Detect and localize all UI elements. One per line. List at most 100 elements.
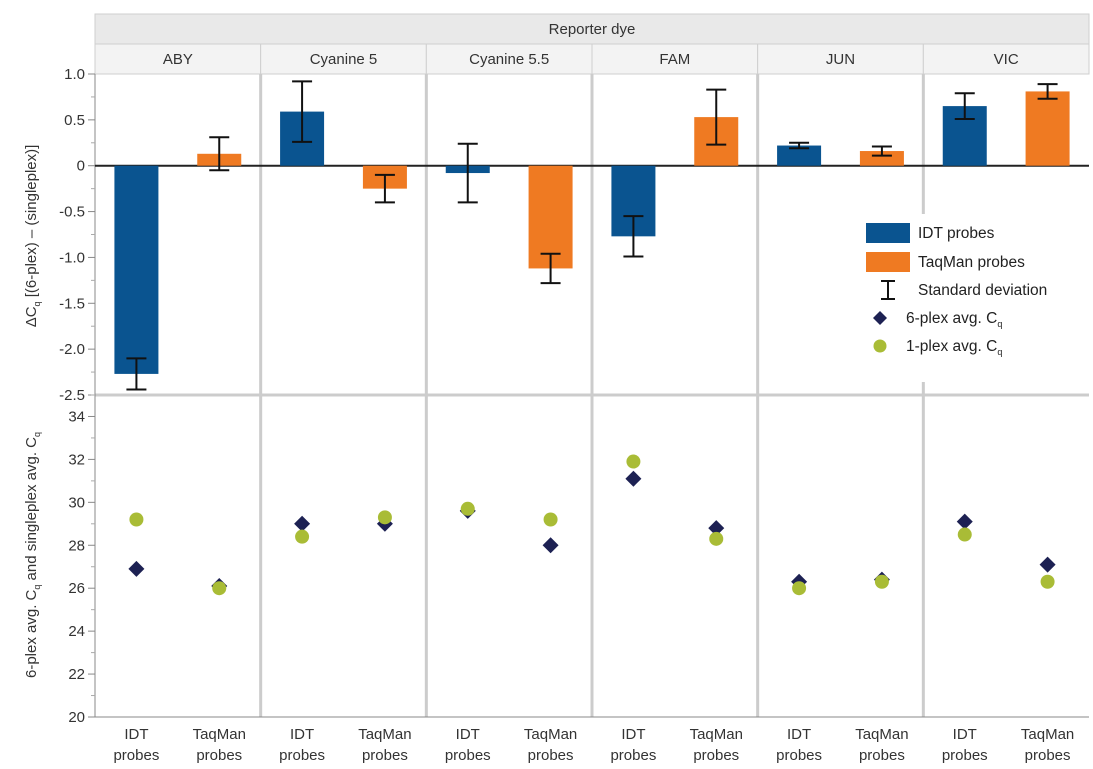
facet-label: Cyanine 5.5	[469, 51, 549, 68]
point-6plex	[294, 515, 311, 532]
bottom-y-tick-label: 32	[68, 451, 85, 468]
x-tick-label: TaqMan	[193, 726, 246, 743]
top-y-tick-label: -1.0	[59, 249, 85, 266]
legend-swatch-idt	[866, 223, 910, 243]
facet-label: ABY	[163, 51, 193, 68]
x-tick-label: probes	[528, 747, 574, 764]
bottom-y-tick-label: 30	[68, 494, 85, 511]
bar	[859, 151, 904, 166]
facet-label: FAM	[659, 51, 690, 68]
bottom-y-tick-label: 20	[68, 709, 85, 726]
point-1plex	[295, 529, 310, 544]
point-6plex	[128, 560, 145, 577]
legend-label: IDT probes	[918, 225, 995, 242]
top-y-axis: 1.0 0.5 0 -0.5 -1.0 -1.5 -2.0 -2.5	[59, 66, 1089, 404]
axis-title-subscript: q	[32, 301, 42, 306]
bar-series	[114, 91, 1070, 374]
x-tick-label: IDT	[787, 726, 811, 743]
axis-title-part: [(6-plex) – (singleplex)]	[23, 145, 40, 302]
point-6plex	[542, 537, 559, 554]
x-tick-label: TaqMan	[358, 726, 411, 743]
bottom-y-tick-label: 26	[68, 580, 85, 597]
bottom-y-tick-label: 34	[68, 408, 85, 425]
x-tick-label: TaqMan	[855, 726, 908, 743]
top-y-tick-label: -2.5	[59, 387, 85, 404]
axis-title-part: ΔC	[23, 306, 40, 327]
legend-errorbar-icon	[881, 280, 895, 300]
x-tick-label: probes	[610, 747, 656, 764]
x-tick-label: probes	[445, 747, 491, 764]
bar	[777, 145, 822, 166]
top-y-tick-label: 1.0	[64, 66, 85, 83]
point-1plex	[1040, 574, 1055, 589]
x-tick-label: IDT	[621, 726, 645, 743]
point-1plex	[212, 581, 227, 596]
top-y-tick-label: -2.0	[59, 341, 85, 358]
x-tick-label: IDT	[290, 726, 314, 743]
point-series	[128, 454, 1056, 596]
point-1plex	[874, 574, 889, 589]
x-tick-label: probes	[113, 747, 159, 764]
x-tick-label: IDT	[953, 726, 977, 743]
point-1plex	[626, 454, 641, 469]
x-tick-label: probes	[1025, 747, 1071, 764]
point-6plex	[625, 470, 642, 487]
x-tick-label: probes	[776, 747, 822, 764]
facet-label: VIC	[994, 51, 1019, 68]
bottom-y-axis: 20 22 24 26 28 30 32 34	[68, 394, 1089, 726]
facet-header-box	[94, 13, 1090, 45]
point-1plex	[543, 512, 558, 527]
facet-header-label: Reporter dye	[549, 21, 636, 38]
point-1plex	[377, 510, 392, 525]
x-tick-label: TaqMan	[524, 726, 577, 743]
bar	[114, 165, 159, 374]
legend-label: 1-plex avg. Cq	[906, 338, 1002, 357]
x-tick-label: probes	[942, 747, 988, 764]
bottom-y-axis-title: 6-plex avg. Cq and singleplex avg. Cq	[23, 432, 42, 678]
top-y-axis-title: ΔCq [(6-plex) – (singleplex)]	[23, 145, 42, 328]
top-y-tick-label: 0.5	[64, 112, 85, 129]
bar	[528, 165, 573, 269]
x-tick-label: TaqMan	[690, 726, 743, 743]
legend-swatch-taqman	[866, 252, 910, 272]
legend-label-subscript: q	[997, 319, 1002, 329]
facet-box	[94, 43, 262, 75]
legend-label-subscript: q	[997, 347, 1002, 357]
x-tick-label: probes	[859, 747, 905, 764]
bottom-y-tick-label: 22	[68, 666, 85, 683]
legend-label: Standard deviation	[918, 282, 1047, 299]
axis-title-subscript: q	[32, 585, 42, 590]
legend-label: 6-plex avg. Cq	[906, 310, 1002, 329]
facet-box	[757, 43, 924, 75]
facet-label: JUN	[826, 51, 855, 68]
x-tick-labels: IDT probes TaqMan probes IDT probes TaqMan prob…	[113, 726, 1074, 764]
top-y-tick-label: -1.5	[59, 295, 85, 312]
facet-label: Cyanine 5	[310, 51, 378, 68]
point-6plex	[708, 520, 725, 537]
axis-title-part: and singleplex avg. C	[23, 437, 40, 585]
point-1plex	[460, 501, 475, 516]
point-6plex	[956, 513, 973, 530]
facet-box	[260, 43, 427, 75]
axis-title-subscript: q	[32, 432, 42, 437]
top-y-tick-label: -0.5	[59, 204, 85, 221]
legend-diamond-marker	[873, 311, 887, 325]
legend-label: TaqMan probes	[918, 254, 1025, 271]
facet-box	[922, 43, 1090, 75]
point-1plex	[129, 512, 144, 527]
legend-circle-marker	[873, 339, 887, 353]
facet-box	[591, 43, 759, 75]
error-bars	[126, 80, 1058, 391]
bottom-y-tick-label: 24	[68, 623, 85, 640]
x-tick-label: probes	[693, 747, 739, 764]
x-tick-label: probes	[279, 747, 325, 764]
top-y-tick-label: 0	[77, 158, 85, 175]
bottom-y-tick-label: 28	[68, 537, 85, 554]
x-tick-label: IDT	[456, 726, 480, 743]
legend: IDT probes TaqMan probes Standard deviatio…	[856, 214, 1080, 382]
facet-strip: Reporter dye ABY Cyanine 5 Cyanine 5.5 FAM JU…	[94, 13, 1090, 75]
bar	[1025, 91, 1070, 166]
x-tick-label: IDT	[124, 726, 148, 743]
